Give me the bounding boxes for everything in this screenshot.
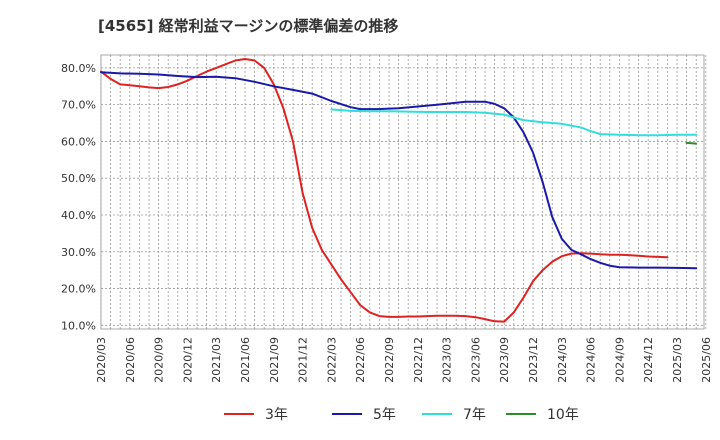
x-tick-label: 2024/09 bbox=[613, 337, 626, 383]
x-tick-label: 2024/12 bbox=[642, 337, 655, 383]
x-tick-label: 2021/09 bbox=[268, 337, 281, 383]
y-tick-label: 70.0% bbox=[61, 99, 96, 112]
x-tick-label: 2021/06 bbox=[239, 337, 252, 383]
y-axis: 10.0% 20.0% 30.0% 40.0% 50.0% 60.0% 70.0% 80.0% bbox=[61, 62, 96, 332]
x-axis: 2020/03 2020/06 2020/09 2020/12 2021/03 2021/… bbox=[95, 337, 713, 383]
gridlines bbox=[100, 55, 707, 329]
x-tick-label: 2020/12 bbox=[181, 337, 194, 383]
x-tick-label: 2020/09 bbox=[153, 337, 166, 383]
chart-title: [4565] 経常利益マージンの標準偏差の推移 bbox=[98, 17, 398, 35]
x-tick-label: 2024/03 bbox=[556, 337, 569, 383]
x-tick-label: 2021/12 bbox=[297, 337, 310, 383]
x-tick-label: 2025/03 bbox=[671, 337, 684, 383]
series-line-2 bbox=[330, 108, 698, 137]
series-line-3 bbox=[685, 141, 698, 145]
y-tick-label: 80.0% bbox=[61, 62, 96, 75]
plot-area bbox=[100, 54, 705, 330]
legend-label-1: 5年 bbox=[373, 407, 396, 423]
legend-label-2: 7年 bbox=[463, 407, 486, 423]
legend: 3年 5年 7年 10年 bbox=[224, 407, 579, 423]
x-tick-label: 2025/06 bbox=[700, 337, 713, 383]
legend-label-0: 3年 bbox=[265, 407, 288, 423]
x-tick-label: 2023/03 bbox=[441, 337, 454, 383]
x-tick-label: 2024/06 bbox=[585, 337, 598, 383]
y-tick-label: 20.0% bbox=[61, 283, 96, 296]
y-tick-label: 10.0% bbox=[61, 319, 96, 332]
x-tick-label: 2022/12 bbox=[412, 337, 425, 383]
x-tick-label: 2020/03 bbox=[95, 337, 108, 383]
x-tick-label: 2023/09 bbox=[498, 337, 511, 383]
y-tick-label: 60.0% bbox=[61, 135, 96, 148]
series-line-1 bbox=[100, 71, 698, 270]
y-tick-label: 40.0% bbox=[61, 209, 96, 222]
x-tick-label: 2023/12 bbox=[527, 337, 540, 383]
y-tick-label: 50.0% bbox=[61, 172, 96, 185]
x-tick-label: 2021/03 bbox=[210, 337, 223, 383]
legend-label-3: 10年 bbox=[547, 407, 579, 423]
x-tick-label: 2022/09 bbox=[383, 337, 396, 383]
y-tick-label: 30.0% bbox=[61, 246, 96, 259]
x-tick-label: 2022/06 bbox=[354, 337, 367, 383]
series-lines bbox=[100, 58, 698, 323]
x-tick-label: 2023/06 bbox=[469, 337, 482, 383]
x-tick-label: 2022/03 bbox=[325, 337, 338, 383]
x-tick-label: 2020/06 bbox=[124, 337, 137, 383]
